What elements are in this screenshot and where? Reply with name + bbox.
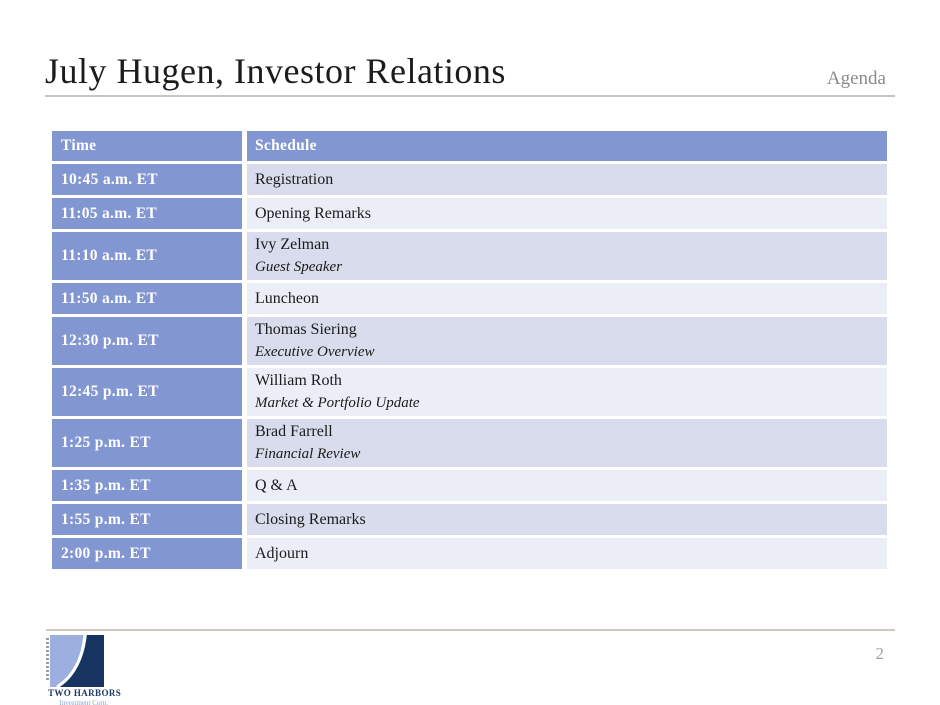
time-cell: 11:05 a.m. ET: [52, 198, 242, 229]
time-cell: 10:45 a.m. ET: [52, 164, 242, 195]
event-label: Closing Remarks: [255, 510, 366, 528]
table-row: 10:45 a.m. ET Registration: [52, 164, 887, 195]
time-cell: 2:00 p.m. ET: [52, 538, 242, 569]
event-detail-label: Financial Review: [255, 446, 361, 462]
event-label: Q & A: [255, 476, 298, 494]
time-cell: 1:25 p.m. ET: [52, 419, 242, 467]
time-cell: 12:30 p.m. ET: [52, 317, 242, 365]
event-label: Registration: [255, 170, 334, 188]
table-row: 2:00 p.m. ET Adjourn: [52, 538, 887, 569]
table-row: 12:45 p.m. ET William Roth Market & Port…: [52, 368, 887, 416]
logo-name: TWO HARBORS: [48, 688, 122, 698]
event-label: Luncheon: [255, 289, 319, 307]
table-row: 11:50 a.m. ET Luncheon: [52, 283, 887, 314]
schedule-cell: Thomas Siering Executive Overview: [247, 317, 887, 365]
table-row: 11:05 a.m. ET Opening Remarks: [52, 198, 887, 229]
schedule-cell: Q & A: [247, 470, 887, 501]
schedule-cell: Adjourn: [247, 538, 887, 569]
logo-mark-icon: [50, 635, 104, 687]
logo-microtext-strip: [46, 638, 49, 682]
page-number: 2: [875, 644, 885, 663]
event-label: Opening Remarks: [255, 204, 371, 222]
time-cell: 11:50 a.m. ET: [52, 283, 242, 314]
time-cell: 1:35 p.m. ET: [52, 470, 242, 501]
agenda-corner-label: Agenda: [826, 68, 886, 89]
time-cell: 12:45 p.m. ET: [52, 368, 242, 416]
time-cell: 1:55 p.m. ET: [52, 504, 242, 535]
table-row: 1:25 p.m. ET Brad Farrell Financial Revi…: [52, 419, 887, 467]
column-header-time: Time: [52, 131, 242, 161]
table-row: 1:55 p.m. ET Closing Remarks: [52, 504, 887, 535]
event-label: Ivy Zelman: [255, 236, 330, 253]
table-row: 1:35 p.m. ET Q & A: [52, 470, 887, 501]
schedule-cell: Closing Remarks: [247, 504, 887, 535]
footer-divider: [46, 629, 895, 631]
event-detail-label: Market & Portfolio Update: [255, 395, 420, 411]
event-label: Thomas Siering: [255, 321, 357, 338]
schedule-cell: William Roth Market & Portfolio Update: [247, 368, 887, 416]
time-cell: 11:10 a.m. ET: [52, 232, 242, 280]
event-detail-label: Guest Speaker: [255, 259, 343, 275]
page-title: July Hugen, Investor Relations: [45, 51, 506, 91]
schedule-cell: Registration: [247, 164, 887, 195]
table-header-row: Time Schedule: [52, 131, 887, 161]
schedule-cell: Opening Remarks: [247, 198, 887, 229]
logo-subtitle: Investment Corp.: [59, 699, 108, 705]
schedule-cell: Ivy Zelman Guest Speaker: [247, 232, 887, 280]
schedule-cell: Brad Farrell Financial Review: [247, 419, 887, 467]
event-label: Adjourn: [255, 544, 309, 562]
event-detail-label: Executive Overview: [255, 344, 375, 360]
column-header-schedule: Schedule: [247, 131, 887, 161]
table-row: 12:30 p.m. ET Thomas Siering Executive O…: [52, 317, 887, 365]
schedule-cell: Luncheon: [247, 283, 887, 314]
event-label: William Roth: [255, 372, 342, 389]
event-label: Brad Farrell: [255, 423, 333, 440]
agenda-table: Time Schedule 10:45 a.m. ET Registration…: [52, 131, 887, 569]
table-row: 11:10 a.m. ET Ivy Zelman Guest Speaker: [52, 232, 887, 280]
title-underline: [45, 95, 895, 97]
